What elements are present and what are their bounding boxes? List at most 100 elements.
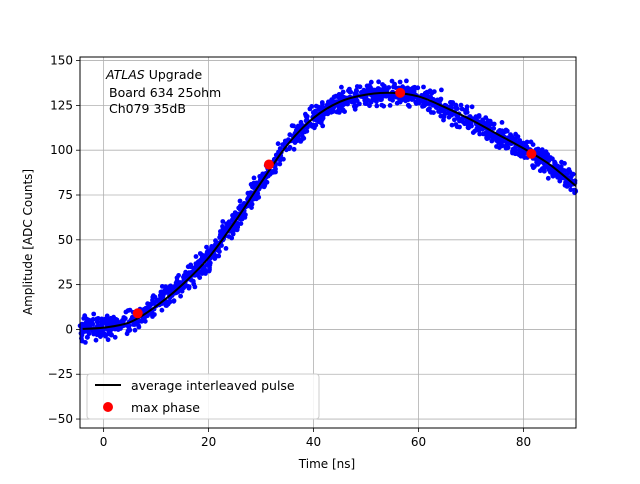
scatter-point	[380, 82, 385, 87]
scatter-point	[93, 337, 99, 343]
scatter-point	[112, 334, 118, 340]
scatter-point	[373, 87, 379, 93]
scatter-point	[105, 337, 111, 343]
scatter-point	[166, 285, 172, 290]
scatter-point	[301, 135, 307, 141]
scatter-point	[422, 102, 428, 108]
scatter-point	[320, 102, 325, 107]
scatter-point	[220, 219, 226, 224]
scatter-point	[132, 321, 138, 326]
scatter-point	[204, 244, 209, 250]
scatter-point	[303, 113, 309, 119]
scatter-point	[542, 168, 547, 174]
scatter-point	[132, 327, 138, 333]
scatter-point	[289, 123, 295, 129]
scatter-point	[410, 96, 415, 102]
scatter-point	[557, 174, 562, 180]
scatter-point	[195, 259, 201, 265]
scatter-point	[445, 110, 451, 116]
scatter-point	[171, 298, 177, 304]
scatter-point	[126, 326, 132, 332]
scatter-point	[190, 278, 196, 284]
scatter-point	[142, 318, 148, 324]
annotation-upgrade: Upgrade	[145, 67, 203, 82]
scatter-point	[382, 93, 388, 99]
scatter-point	[374, 103, 380, 109]
scatter-point	[510, 150, 515, 156]
scatter-point	[159, 284, 165, 289]
scatter-point	[223, 246, 229, 251]
scatter-point	[459, 116, 465, 121]
scatter-point	[516, 139, 521, 145]
scatter-point	[99, 316, 105, 322]
scatter-point	[466, 125, 471, 131]
scatter-point	[150, 311, 155, 317]
scatter-point	[352, 106, 358, 112]
y-tick-label: −50	[48, 412, 73, 426]
max-phase-point	[526, 148, 537, 159]
scatter-point	[357, 84, 363, 90]
scatter-point	[195, 272, 201, 278]
scatter-point	[264, 179, 270, 185]
scatter-point	[448, 100, 453, 105]
scatter-point	[539, 147, 545, 153]
scatter-point	[83, 320, 89, 326]
x-axis-label: Time [ns]	[298, 457, 355, 471]
max-phase-point	[132, 308, 143, 319]
scatter-point	[319, 117, 325, 123]
scatter-point	[104, 319, 110, 325]
scatter-point	[339, 84, 344, 90]
scatter-point	[518, 153, 524, 159]
scatter-point	[464, 121, 470, 126]
scatter-point	[518, 147, 524, 153]
scatter-point	[477, 131, 483, 137]
y-tick-label: 75	[58, 188, 73, 202]
scatter-point	[249, 205, 254, 211]
scatter-point	[193, 254, 199, 259]
annotation-line-2: Board 634 25ohm	[109, 85, 221, 100]
scatter-point	[89, 321, 95, 326]
scatter-point	[102, 331, 107, 337]
scatter-point	[344, 100, 350, 105]
scatter-point	[424, 89, 430, 95]
scatter-point	[503, 145, 509, 151]
scatter-point	[404, 78, 409, 84]
x-tick-label: 60	[411, 435, 426, 449]
scatter-point	[91, 331, 97, 337]
scatter-point	[389, 78, 395, 84]
scatter-point	[429, 90, 435, 96]
scatter-point	[213, 238, 218, 244]
scatter-point	[314, 117, 319, 123]
scatter-point	[178, 293, 184, 299]
scatter-point	[508, 133, 514, 139]
scatter-point	[376, 79, 381, 85]
x-tick-label: 40	[306, 435, 321, 449]
scatter-point	[441, 108, 447, 114]
scatter-point	[469, 104, 475, 110]
scatter-point	[459, 106, 465, 112]
scatter-point	[193, 263, 199, 268]
scatter-point	[82, 313, 88, 319]
scatter-point	[340, 89, 346, 95]
scatter-point	[559, 159, 564, 165]
scatter-point	[220, 224, 225, 229]
scatter-point	[557, 178, 563, 184]
scatter-point	[276, 149, 281, 155]
scatter-point	[257, 174, 263, 179]
tick-layer: 0 20 40 60 80 −50 −25 0 25 50 75 100 125 150	[48, 54, 531, 449]
scatter-point	[86, 331, 92, 337]
scatter-point	[82, 324, 88, 329]
scatter-point	[413, 101, 419, 106]
scatter-point	[568, 187, 574, 193]
scatter-point	[535, 146, 541, 152]
scatter-point	[98, 334, 103, 339]
legend: average interleaved pulse max phase	[86, 373, 320, 420]
scatter-point	[245, 190, 251, 196]
scatter-point	[552, 161, 558, 167]
plot-frame	[79, 56, 577, 429]
scatter-point	[436, 109, 441, 114]
x-tick-label: 0	[100, 435, 108, 449]
scatter-point	[488, 131, 494, 137]
scatter-cloud	[77, 78, 579, 345]
